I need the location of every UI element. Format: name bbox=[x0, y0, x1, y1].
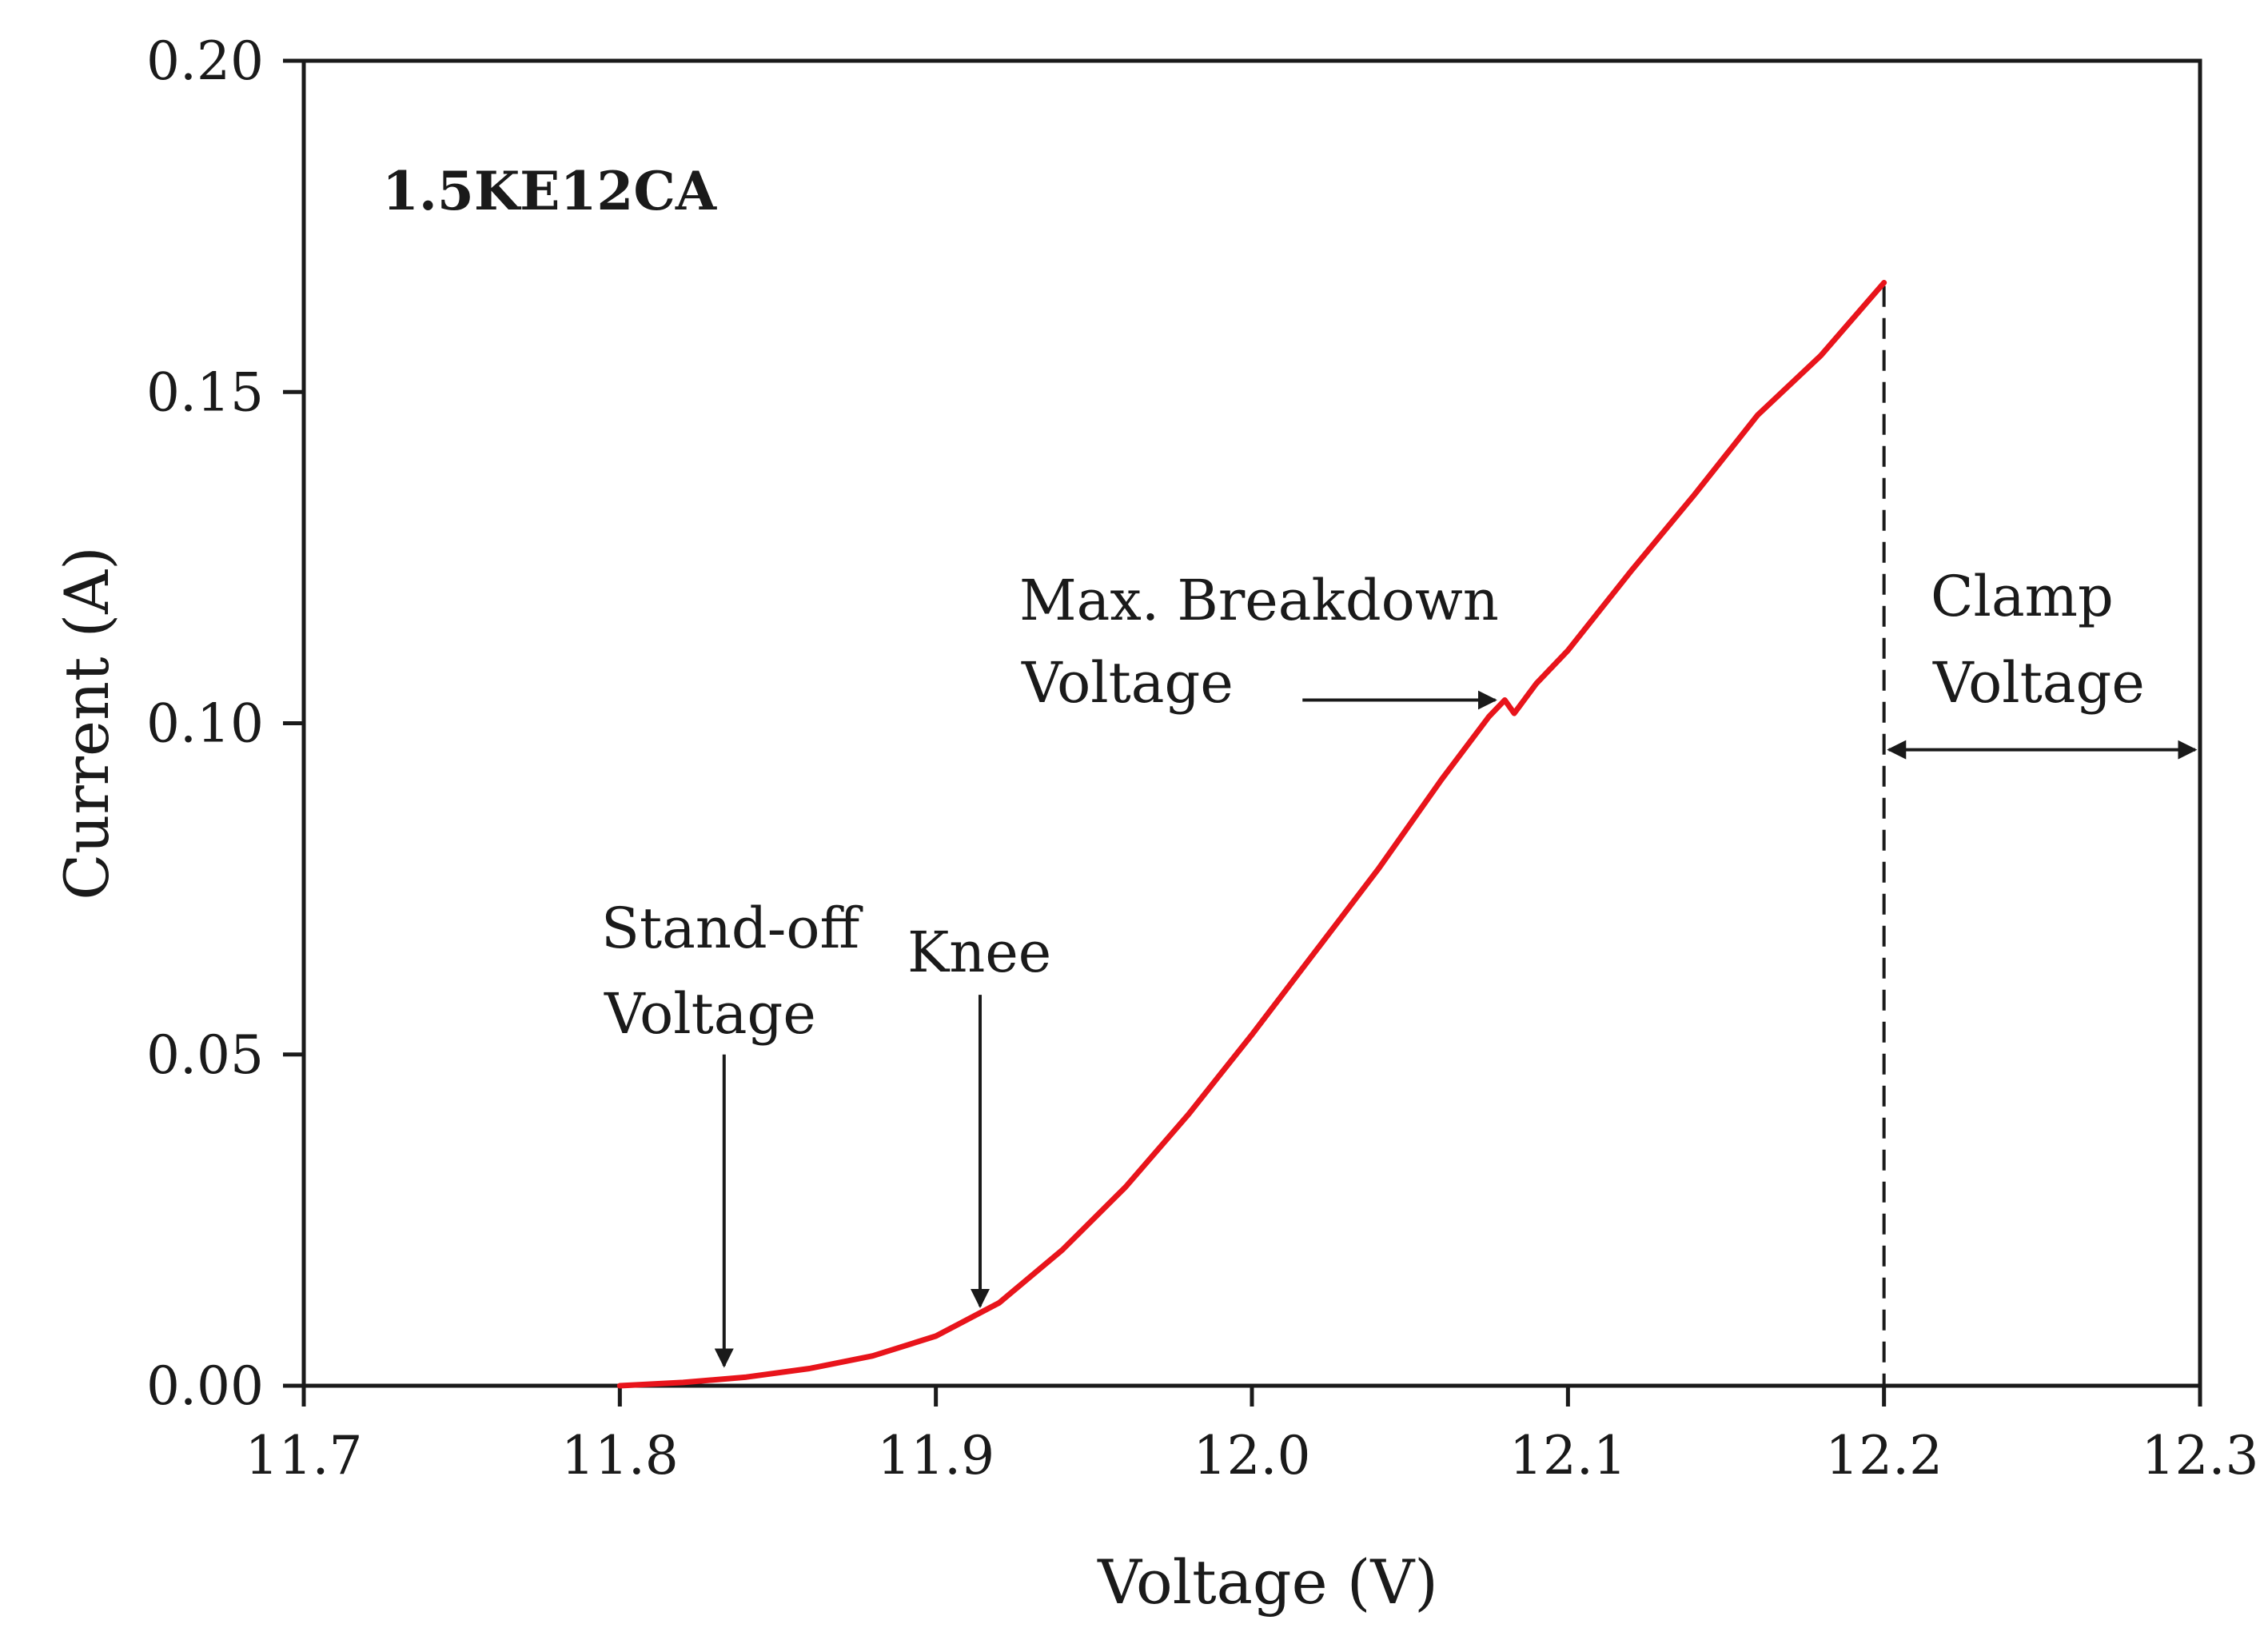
y-tick-label: 0.15 bbox=[146, 361, 264, 423]
x-tick-label: 12.1 bbox=[1509, 1425, 1627, 1486]
x-axis-ticks: 11.7 11.8 11.9 12.0 12.1 12.2 12.3 bbox=[245, 1386, 2259, 1486]
y-tick-label: 0.10 bbox=[146, 693, 264, 755]
clamp-label-line1: Clamp bbox=[1931, 564, 2114, 629]
x-tick-label: 11.7 bbox=[245, 1425, 363, 1486]
y-axis-title: Current (A) bbox=[51, 546, 122, 900]
iv-curve-line bbox=[616, 280, 1887, 1389]
standoff-label-line2: Voltage bbox=[604, 981, 816, 1047]
knee-label: Knee bbox=[907, 920, 1051, 985]
x-tick-label: 12.0 bbox=[1194, 1425, 1311, 1486]
y-axis-ticks: 0.00 0.05 0.10 0.15 0.20 bbox=[146, 30, 304, 1417]
x-tick-label: 12.2 bbox=[1825, 1425, 1943, 1486]
plot-frame bbox=[301, 58, 2202, 1388]
breakdown-label-line2: Voltage bbox=[1021, 650, 1234, 716]
x-axis-title: Voltage (V) bbox=[1097, 1546, 1438, 1618]
y-tick-label: 0.05 bbox=[146, 1024, 264, 1086]
breakdown-label-line1: Max. Breakdown bbox=[1019, 568, 1499, 633]
x-tick-label: 11.9 bbox=[877, 1425, 994, 1486]
standoff-label-line1: Stand-off bbox=[601, 896, 863, 961]
x-tick-label: 11.8 bbox=[561, 1425, 679, 1486]
x-tick-label: 12.3 bbox=[2142, 1425, 2259, 1486]
device-label: 1.5KE12CA bbox=[382, 160, 717, 222]
clamp-label-line2: Voltage bbox=[1932, 650, 2145, 716]
y-tick-label: 0.20 bbox=[146, 30, 264, 92]
y-tick-label: 0.00 bbox=[146, 1355, 264, 1417]
